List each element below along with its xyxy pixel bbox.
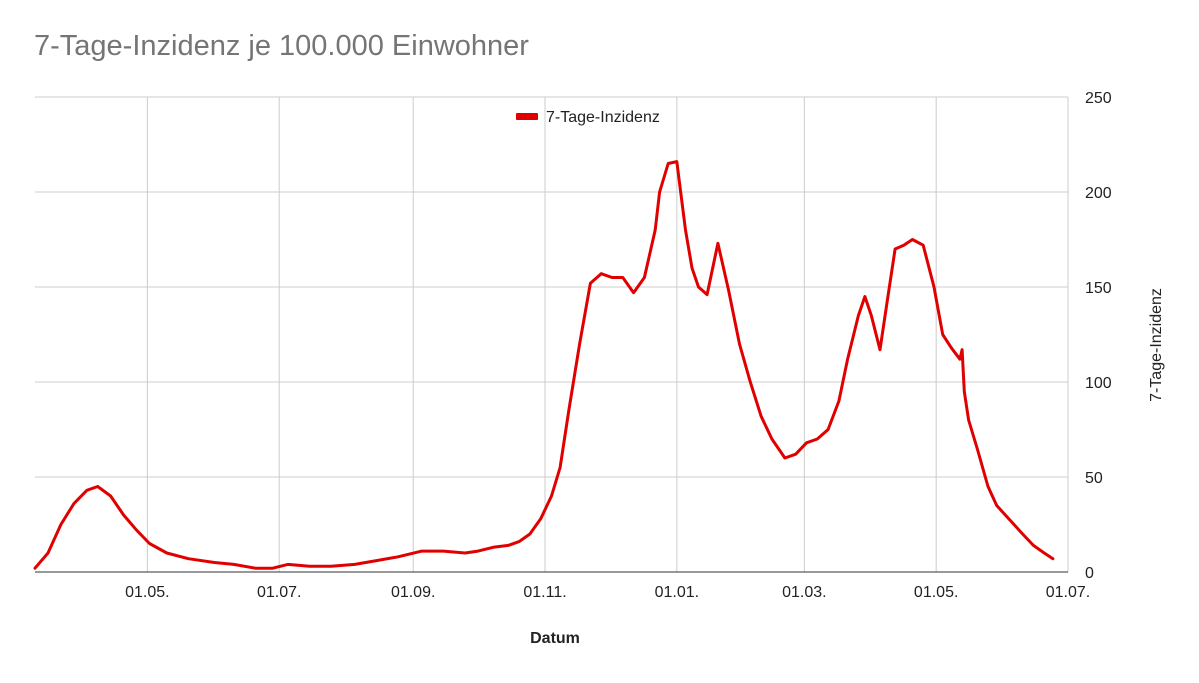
y-tick-label-100: 100 <box>1085 375 1112 392</box>
x-tick-label-5: 01.03. <box>782 584 826 601</box>
y-tick-label-250: 250 <box>1085 90 1112 107</box>
y-axis-title: 7-Tage-Inzidenz <box>1148 288 1165 402</box>
x-tick-label-4: 01.01. <box>655 584 699 601</box>
x-tick-label-7: 01.07. <box>1046 584 1090 601</box>
x-tick-label-2: 01.09. <box>391 584 435 601</box>
vertical-gridlines <box>146 97 1069 572</box>
x-tick-label-0: 01.05. <box>125 584 169 601</box>
horizontal-gridlines <box>35 96 1068 573</box>
x-tick-label-6: 01.05. <box>914 584 958 601</box>
chart-title: 7-Tage-Inzidenz je 100.000 Einwohner <box>34 30 529 62</box>
y-tick-labels: 0 50 100 150 200 250 <box>1085 90 1112 582</box>
y-tick-label-150: 150 <box>1085 280 1112 297</box>
x-tick-label-1: 01.07. <box>257 584 301 601</box>
series-line-7-tage-inzidenz <box>33 160 1055 570</box>
x-tick-labels: 01.05. 01.07. 01.09. 01.11. 01.01. 01.03. 01.0… <box>125 584 1090 601</box>
y-tick-label-200: 200 <box>1085 185 1112 202</box>
x-axis-title: Datum <box>530 630 580 647</box>
legend[interactable]: 7-Tage-Inzidenz <box>516 109 660 126</box>
x-tick-label-3: 01.11. <box>523 584 566 601</box>
y-tick-label-50: 50 <box>1085 470 1103 487</box>
legend-label: 7-Tage-Inzidenz <box>546 109 660 126</box>
legend-swatch <box>516 113 538 120</box>
y-tick-label-0: 0 <box>1085 565 1094 582</box>
